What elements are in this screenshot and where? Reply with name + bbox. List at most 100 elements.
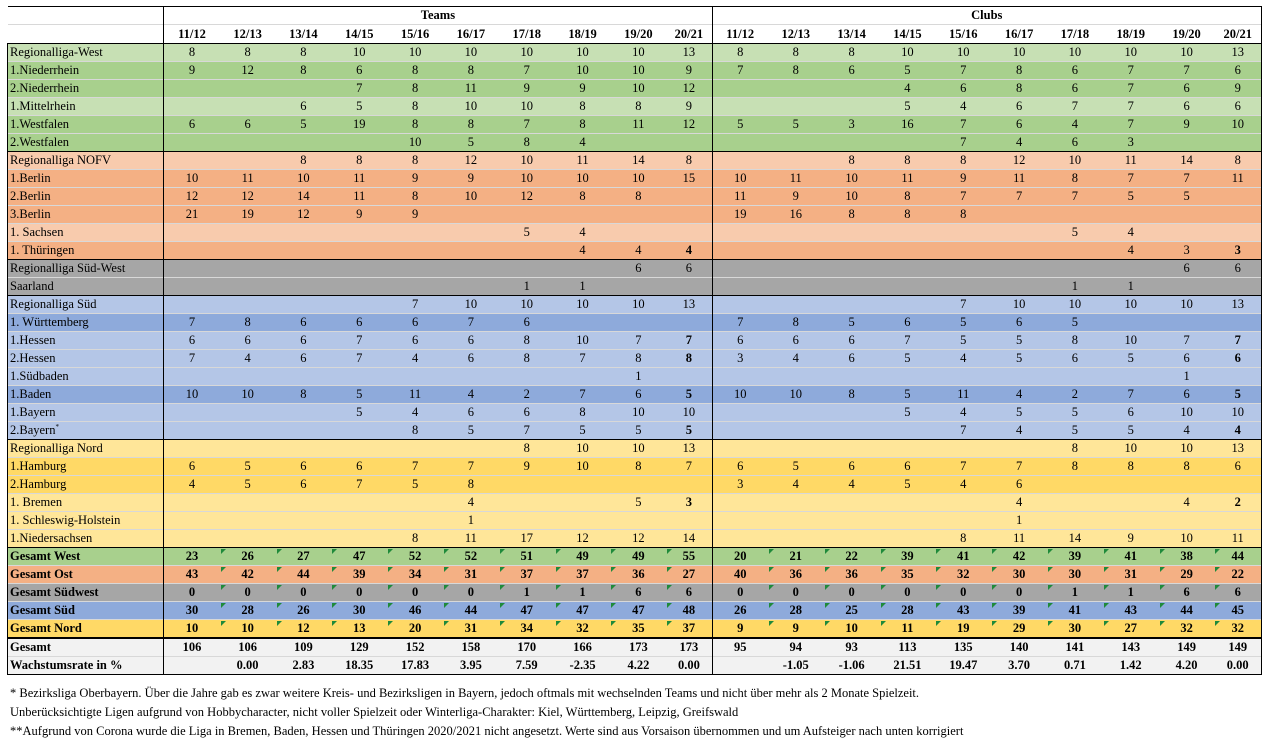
clubs-cell (1214, 313, 1263, 332)
teams-cell: 10 (498, 151, 555, 170)
cell-value: 11 (957, 387, 970, 401)
cell-value: 11 (409, 387, 422, 401)
cell-value: 10 (1180, 531, 1193, 545)
teams-cell: 37 (666, 619, 713, 638)
cell-value: 8 (1015, 81, 1023, 95)
teams-season-2: 13/14 (275, 24, 332, 44)
teams-cell: 39 (331, 565, 388, 584)
cell-value: 6 (300, 351, 307, 365)
clubs-cell: 38 (1158, 547, 1215, 566)
clubs-cell: 6 (1214, 259, 1263, 278)
clubs-cell (879, 511, 936, 530)
teams-cell: 10 (554, 457, 611, 476)
corner-marker-icon (276, 567, 282, 572)
teams-cell (275, 493, 332, 512)
corner-marker-icon (611, 567, 617, 572)
cell-value: 0 (356, 585, 363, 599)
clubs-cell: 10 (991, 295, 1047, 314)
total-row: Gesamt West 23 26 27 47 52 52 51 49 49 55 20 21 22 39 4… (6, 547, 1263, 566)
teams-cell: 5 (331, 97, 388, 116)
corner-marker-icon (936, 603, 942, 608)
cell-value: 6 (1234, 63, 1241, 77)
teams-cell: 35 (610, 619, 667, 638)
clubs-cell: 20 (712, 547, 768, 566)
corner-marker-icon (936, 621, 942, 626)
clubs-cell: 10 (823, 619, 880, 638)
teams-cell (442, 259, 499, 278)
cell-value: 10 (1180, 297, 1193, 311)
cell-value: 8 (244, 45, 251, 59)
clubs-cell (767, 529, 824, 548)
row-label: 1.Baden (6, 385, 165, 404)
teams-cell: 21 (163, 205, 220, 224)
clubs-cell: 94 (767, 637, 824, 657)
cell-value: 10 (1012, 297, 1026, 311)
clubs-cell: 6 (1158, 259, 1215, 278)
clubs-cell: 5 (1047, 421, 1103, 440)
teams-cell (442, 205, 499, 224)
clubs-cell: 8 (712, 43, 768, 62)
teams-cell (331, 223, 388, 242)
clubs-cell: 7 (935, 133, 992, 152)
cell-value: 5 (356, 99, 363, 113)
cell-value: 5 (635, 423, 642, 437)
teams-cell: 4 (442, 493, 499, 512)
cell-value: 9 (792, 621, 799, 635)
teams-cell (163, 367, 220, 386)
clubs-cell: 10 (712, 169, 768, 188)
cell-value: 1 (1183, 369, 1190, 383)
cell-value: 5 (411, 477, 419, 491)
teams-cell: 5 (331, 403, 388, 422)
teams-cell: 4 (666, 241, 713, 260)
clubs-cell: 4.20 (1158, 656, 1215, 675)
clubs-season-4: 15/16 (935, 24, 992, 44)
teams-cell: 9 (387, 169, 443, 188)
teams-cell: 6 (331, 61, 388, 80)
clubs-cell (712, 277, 768, 296)
clubs-cell: 8 (767, 43, 824, 62)
teams-cell: 8 (610, 457, 667, 476)
teams-cell: 9 (498, 79, 555, 98)
row-label: 2.Hamburg (6, 475, 165, 494)
cell-value: 5 (960, 315, 967, 329)
cell-value: 10 (520, 153, 533, 167)
corner-marker-icon (1159, 585, 1165, 590)
cell-value: 5 (1015, 405, 1023, 419)
clubs-cell (879, 529, 936, 548)
cell-value: 6 (467, 333, 475, 347)
clubs-cell: 5 (879, 385, 936, 404)
teams-cell: 5 (219, 457, 276, 476)
cell-value: 10 (576, 459, 589, 473)
teams-cell (275, 133, 332, 152)
teams-cell: 7 (387, 295, 443, 314)
row-label: Gesamt West (6, 547, 165, 566)
teams-cell (275, 529, 332, 548)
teams-cell: 23 (163, 547, 220, 566)
clubs-cell: 6 (1214, 457, 1263, 476)
teams-cell: 4 (442, 385, 499, 404)
clubs-cell: 1 (1102, 583, 1159, 602)
total-row: Gesamt Ost 43 42 44 39 34 31 37 37 36 27 40 36 36 35 32… (6, 565, 1263, 584)
clubs-cell: 149 (1158, 637, 1215, 657)
corner-marker-icon (220, 549, 226, 554)
cell-value: 140 (1009, 640, 1029, 654)
teams-cell (554, 313, 611, 332)
cell-value: 9 (1183, 117, 1190, 131)
teams-cell: 14 (275, 187, 332, 206)
corner-marker-icon (824, 567, 830, 572)
cell-value: 5 (1127, 189, 1134, 203)
teams-cell: 10 (554, 61, 611, 80)
clubs-cell: 6 (1158, 79, 1215, 98)
clubs-cell: 5 (991, 349, 1047, 368)
teams-cell (219, 421, 276, 440)
teams-cell: 27 (275, 547, 332, 566)
cell-value: 8 (244, 315, 251, 329)
teams-cell: 6 (666, 583, 713, 602)
cell-value: 0 (244, 585, 251, 599)
clubs-cell: 5 (935, 313, 992, 332)
clubs-season-6: 17/18 (1047, 24, 1103, 44)
teams-cell: 30 (163, 601, 220, 620)
clubs-cell (1214, 511, 1263, 530)
cell-value: 44 (1231, 549, 1244, 563)
clubs-cell (935, 223, 992, 242)
